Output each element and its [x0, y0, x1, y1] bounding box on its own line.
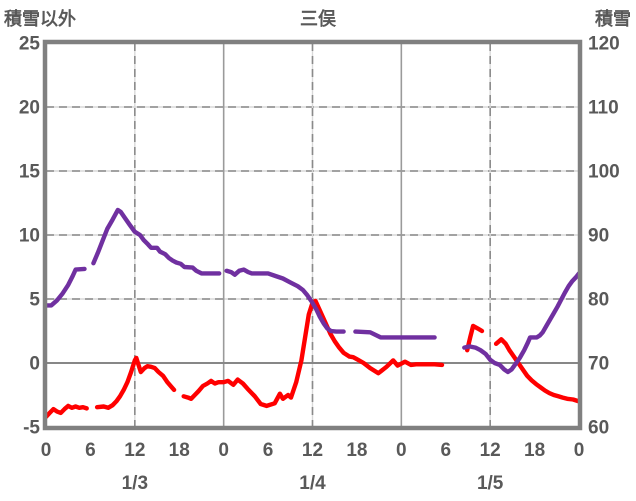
right-axis-tick-label: 110	[588, 98, 619, 119]
right-axis-tick-label: 90	[588, 226, 609, 247]
series-non-snow-segment	[94, 355, 177, 410]
hour-tick-label: 12	[124, 440, 145, 461]
hour-tick-label: 6	[440, 440, 451, 461]
chart-frame	[42, 39, 583, 431]
hour-tick-label: 0	[41, 440, 52, 461]
left-axis-tick-label: 20	[19, 98, 40, 119]
hour-tick-label: 0	[574, 440, 585, 461]
date-label: 1/5	[477, 473, 504, 494]
hour-tick-label: 12	[480, 440, 501, 461]
date-label: 1/3	[122, 473, 148, 494]
series-non-snow-segment	[181, 298, 445, 409]
right-axis-tick-label: 120	[588, 34, 620, 55]
chart-title: 三俣	[300, 9, 336, 29]
hour-tick-label: 0	[218, 440, 229, 461]
left-axis-title: 積雪以外	[4, 9, 76, 29]
hour-tick-label: 18	[169, 440, 190, 461]
right-axis-title: 積雪	[595, 9, 631, 29]
series-snow-depth-segment	[462, 271, 582, 375]
series-snow-depth-segment	[91, 207, 222, 276]
series-non-snow-segment	[493, 337, 582, 404]
series-snow-depth-segment	[224, 267, 346, 334]
left-axis-tick-label: -5	[23, 418, 40, 439]
right-axis-tick-label: 100	[588, 162, 620, 183]
right-axis-tick-label: 80	[588, 290, 609, 311]
left-axis-tick-label: 10	[19, 226, 40, 247]
left-axis-tick-label: 0	[29, 354, 40, 375]
hour-tick-label: 6	[263, 440, 274, 461]
hour-tick-label: 0	[396, 440, 407, 461]
hour-tick-label: 6	[85, 440, 96, 461]
series-snow-depth-segment	[353, 329, 437, 340]
right-axis-tick-label: 60	[588, 418, 609, 439]
series-non-snow-segment	[465, 323, 485, 353]
left-axis-tick-label: 5	[29, 290, 40, 311]
series-snow-depth-segment	[43, 266, 87, 308]
right-axis-tick-label: 70	[588, 354, 609, 375]
hour-tick-label: 12	[302, 440, 323, 461]
left-axis-tick-label: 25	[19, 34, 41, 55]
left-axis-tick-label: 15	[19, 162, 41, 183]
hour-tick-label: 18	[524, 440, 545, 461]
date-label: 1/4	[299, 473, 326, 494]
series-non-snow-segment	[43, 403, 89, 419]
hour-tick-label: 18	[346, 440, 367, 461]
